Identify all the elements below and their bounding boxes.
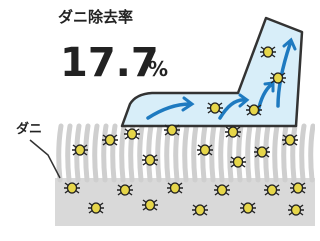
mite-body — [292, 205, 301, 215]
fiber — [212, 126, 214, 180]
mite-body — [106, 135, 115, 145]
fiber — [185, 126, 187, 180]
mite — [288, 205, 304, 215]
fiber — [86, 126, 88, 180]
mite-body — [168, 125, 177, 135]
mite — [230, 157, 246, 167]
mite — [88, 203, 104, 213]
fiber — [293, 126, 295, 180]
mite-body — [294, 183, 303, 193]
mite — [117, 185, 133, 195]
mite — [260, 47, 276, 57]
mite-body — [274, 73, 283, 83]
mite-body — [146, 200, 155, 210]
mite-body — [286, 135, 295, 145]
mite — [214, 185, 230, 195]
mite — [240, 203, 256, 213]
mite — [225, 127, 241, 137]
mite-body — [211, 103, 220, 113]
mite-body — [146, 155, 155, 165]
mite — [64, 183, 80, 193]
mite-body — [244, 203, 253, 213]
mite — [142, 155, 158, 165]
mite-body — [250, 105, 259, 115]
mite-label: ダニ — [16, 121, 42, 137]
mite — [72, 145, 88, 155]
title: ダニ除去率 — [58, 8, 133, 26]
mite — [142, 200, 158, 210]
fiber — [248, 126, 250, 180]
fiber — [239, 126, 241, 180]
fiber — [140, 126, 142, 180]
mite-body — [268, 185, 277, 195]
mite — [167, 183, 183, 193]
mite — [207, 103, 223, 113]
fiber — [194, 126, 196, 180]
mite-body — [218, 185, 227, 195]
mite-body — [201, 145, 210, 155]
mite — [197, 145, 213, 155]
fiber — [59, 126, 61, 180]
mite — [164, 125, 180, 135]
fiber — [302, 126, 304, 180]
mite-body — [229, 127, 238, 137]
fiber — [68, 126, 70, 180]
carpet-fibers — [59, 126, 313, 180]
fiber — [149, 126, 151, 180]
fiber — [122, 126, 124, 180]
mite-body — [121, 185, 130, 195]
mite — [102, 135, 118, 145]
mite-body — [76, 145, 85, 155]
mite-body — [196, 205, 205, 215]
label-pointer — [30, 140, 60, 178]
fiber — [113, 126, 115, 180]
fiber — [284, 126, 286, 180]
mite-body — [68, 183, 77, 193]
mite-body — [92, 203, 101, 213]
mite-body — [128, 129, 137, 139]
fiber — [104, 126, 106, 180]
fiber — [221, 126, 223, 180]
mite — [282, 135, 298, 145]
carpet-base — [55, 178, 315, 226]
mite — [246, 105, 262, 115]
illustration: ダニ除去率 17.7 % ダニ — [0, 0, 315, 241]
rate-unit: % — [148, 57, 168, 81]
mite — [192, 205, 208, 215]
mite — [254, 147, 270, 157]
fiber — [95, 126, 97, 180]
mite — [264, 185, 280, 195]
page: {"title": "ダニ除去率", "rate": {"number": 17… — [0, 0, 315, 241]
mite — [124, 129, 140, 139]
rate-number: 17.7 — [60, 40, 159, 86]
mite-body — [171, 183, 180, 193]
mite-body — [264, 47, 273, 57]
fiber — [275, 126, 277, 180]
fiber — [158, 126, 160, 180]
mite-body — [234, 157, 243, 167]
fiber — [311, 126, 313, 180]
mite — [270, 73, 286, 83]
mite-body — [258, 147, 267, 157]
mite — [290, 183, 306, 193]
